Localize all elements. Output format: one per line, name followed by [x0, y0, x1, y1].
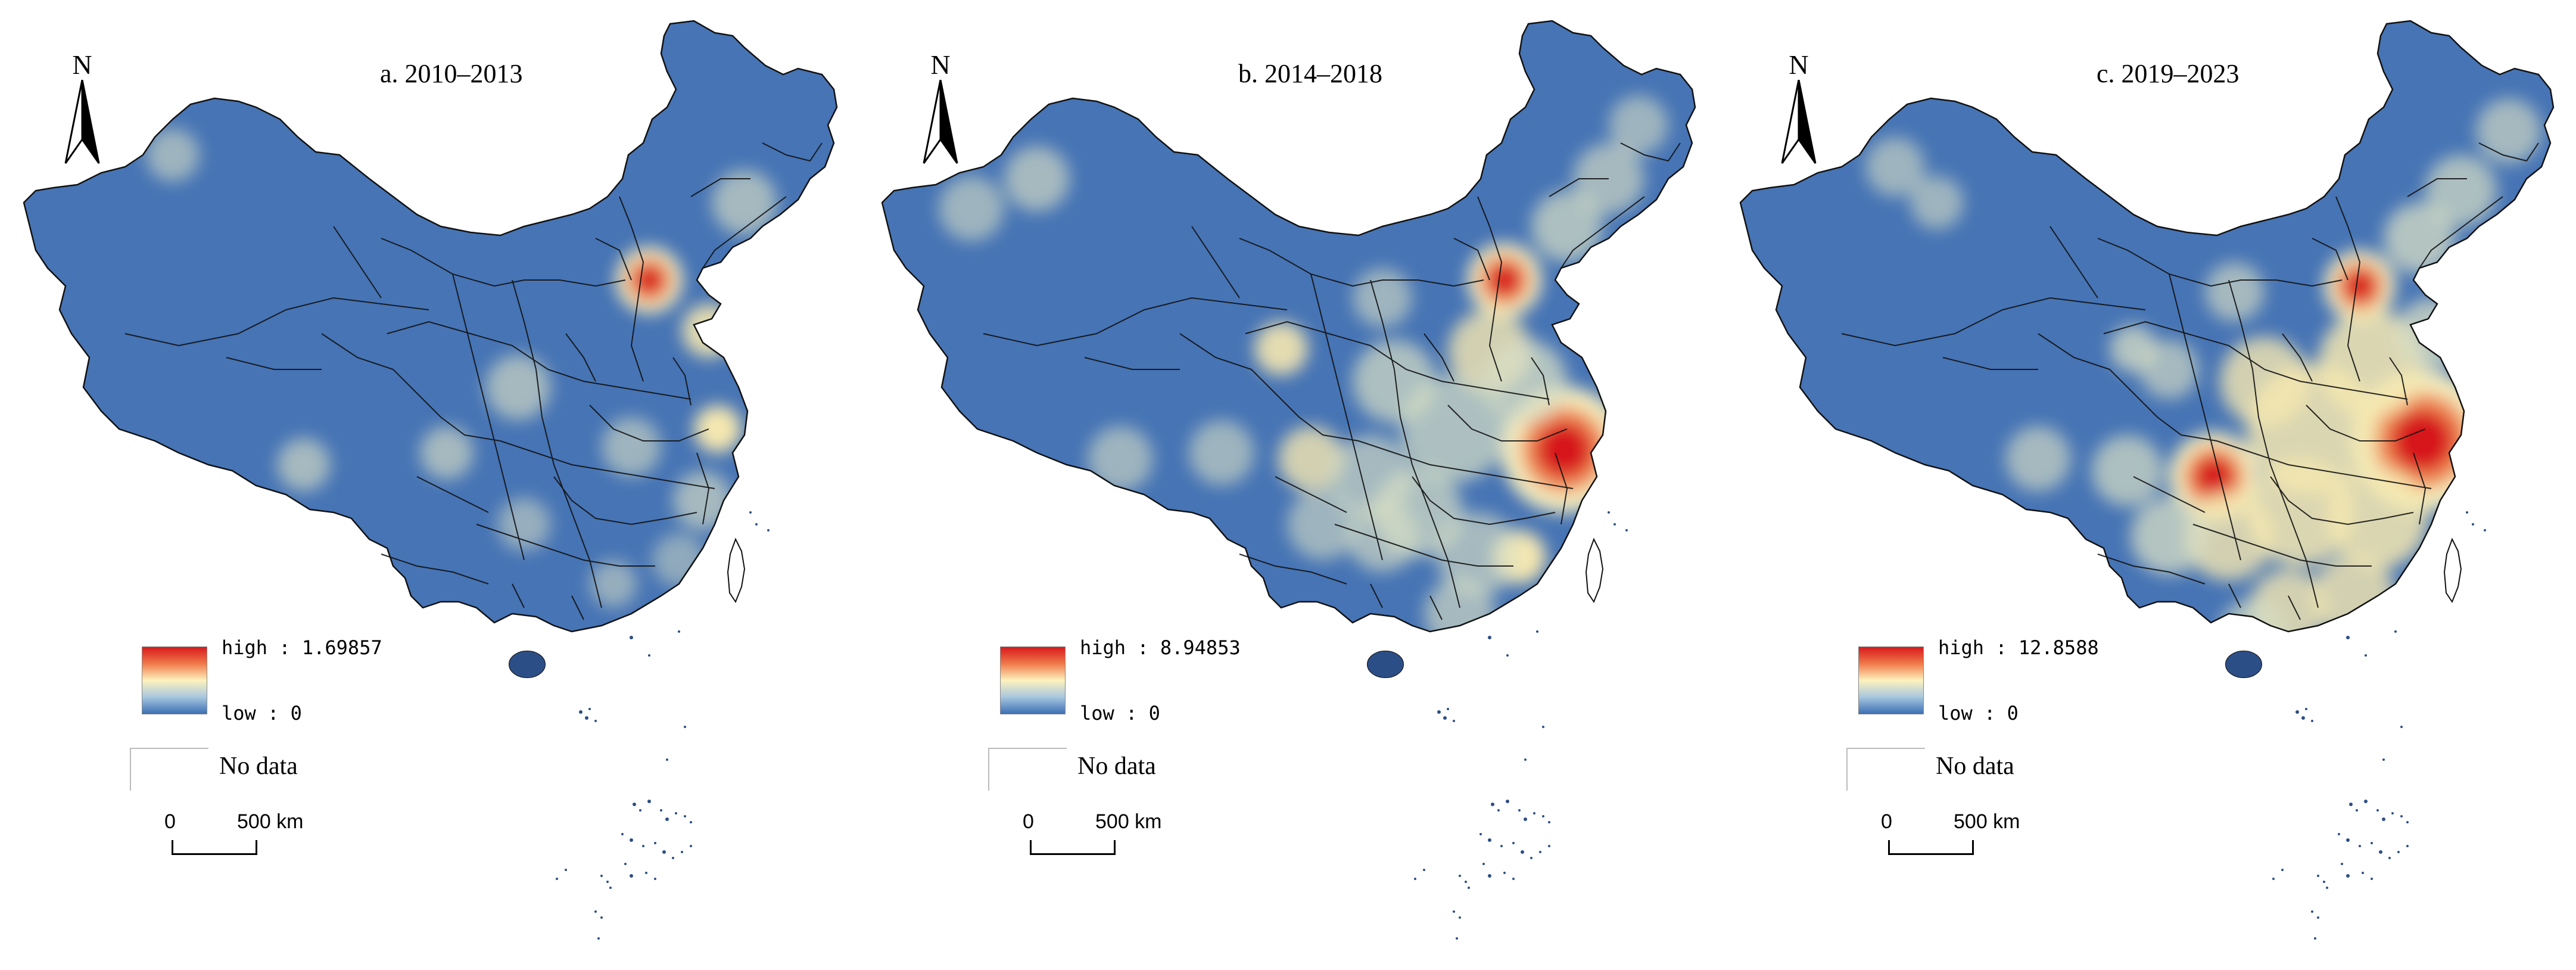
scale-zero-label: 0 [164, 810, 176, 833]
legend-high-label: high : 8.94853 [1080, 636, 1241, 659]
map-panel-c: N c. 2019–2023 high : 12.8588 low : 0 No… [1717, 0, 2575, 970]
density-hotspot [2092, 435, 2163, 506]
no-data-swatch [988, 748, 1067, 791]
no-data-label: No data [1936, 753, 2014, 780]
no-data-label: No data [219, 753, 298, 780]
density-hotspot [1865, 137, 1925, 197]
no-data-swatch [1846, 748, 1925, 791]
scale-max-label: 500 km [1095, 810, 1162, 833]
density-hotspot [2384, 203, 2455, 274]
density-hotspot [2327, 468, 2428, 569]
north-label: N [72, 49, 92, 80]
density-hotspot [2324, 250, 2396, 322]
scale-zero-label: 0 [1023, 810, 1034, 833]
scale-zero-label: 0 [1881, 810, 1892, 833]
density-hotspot [1353, 268, 1412, 328]
legend-color-ramp [142, 646, 207, 714]
density-hotspot [2130, 498, 2208, 575]
density-hotspot [2476, 98, 2541, 164]
scale-bar [172, 840, 257, 855]
scale-bar [1888, 840, 1974, 855]
legend-color-ramp [1000, 646, 1066, 714]
no-data-label: No data [1077, 753, 1156, 780]
legend-low-label: low : 0 [1938, 702, 2019, 725]
north-label: N [930, 49, 951, 80]
scale-max-label: 500 km [1954, 810, 2020, 833]
density-hotspot [1004, 146, 1070, 212]
density-hotspot [420, 426, 474, 480]
density-hotspot [682, 304, 736, 357]
density-hotspot [1436, 512, 1519, 596]
legend-high-label: high : 1.69857 [222, 636, 382, 659]
density-hotspot [1254, 322, 1308, 375]
density-hotspot [2425, 155, 2497, 226]
scale-max-label: 500 km [237, 810, 304, 833]
density-hotspot [1609, 95, 1668, 155]
density-hotspot [2110, 325, 2157, 372]
north-arrow-icon [64, 80, 100, 164]
density-hotspot [1189, 420, 1254, 486]
density-hotspot [2220, 337, 2309, 426]
legend-low-label: low : 0 [222, 702, 302, 725]
panel-title: c. 2019–2023 [2097, 59, 2239, 88]
density-hotspot [712, 170, 777, 235]
north-arrow: N [58, 49, 106, 168]
panel-title: b. 2014–2018 [1238, 59, 1382, 88]
legend-high-label: high : 12.8588 [1938, 636, 2099, 659]
density-hotspot [2205, 262, 2264, 322]
legend-color-ramp [1858, 646, 1924, 714]
density-hotspot [277, 438, 331, 492]
density-hotspot [1531, 191, 1603, 262]
map-panel-b: N b. 2014–2018 high : 8.94853 low : 0 No… [858, 0, 1717, 970]
north-arrow-icon [923, 80, 958, 164]
scale-bar [1030, 840, 1116, 855]
map-panel-a: N a. 2010–2013 high : 1.69857 low : 0 No… [0, 0, 858, 970]
density-hotspot [694, 405, 742, 453]
density-hotspot [1287, 489, 1359, 560]
legend-low-label: low : 0 [1080, 702, 1160, 725]
density-hotspot [485, 355, 551, 420]
north-arrow: N [917, 49, 964, 168]
china-map-c [1739, 20, 2555, 940]
density-hotspot [590, 560, 637, 608]
density-hotspot [602, 417, 661, 477]
density-hotspot [146, 128, 200, 182]
density-hotspot [2005, 426, 2071, 492]
panel-title: a. 2010–2013 [380, 59, 523, 88]
north-arrow: N [1775, 49, 1823, 168]
density-hotspot [1467, 242, 1542, 318]
density-hotspot [1910, 176, 1964, 229]
density-hotspot [497, 498, 551, 551]
china-map-b [881, 20, 1696, 940]
density-hotspot [2396, 298, 2467, 369]
density-hotspot [1278, 426, 1344, 492]
density-hotspot [652, 533, 706, 587]
density-hotspot [2247, 459, 2354, 566]
density-hotspot [1353, 340, 1436, 423]
china-map-a [23, 20, 838, 940]
density-hotspot [939, 176, 1004, 241]
density-hotspot [1484, 340, 1567, 423]
density-hotspot [1347, 500, 1418, 572]
density-hotspot [615, 246, 683, 314]
no-data-swatch [130, 748, 208, 791]
density-hotspot [1424, 578, 1496, 632]
north-label: N [1789, 49, 1809, 80]
north-arrow-icon [1781, 80, 1817, 164]
density-hotspot [1088, 426, 1153, 492]
